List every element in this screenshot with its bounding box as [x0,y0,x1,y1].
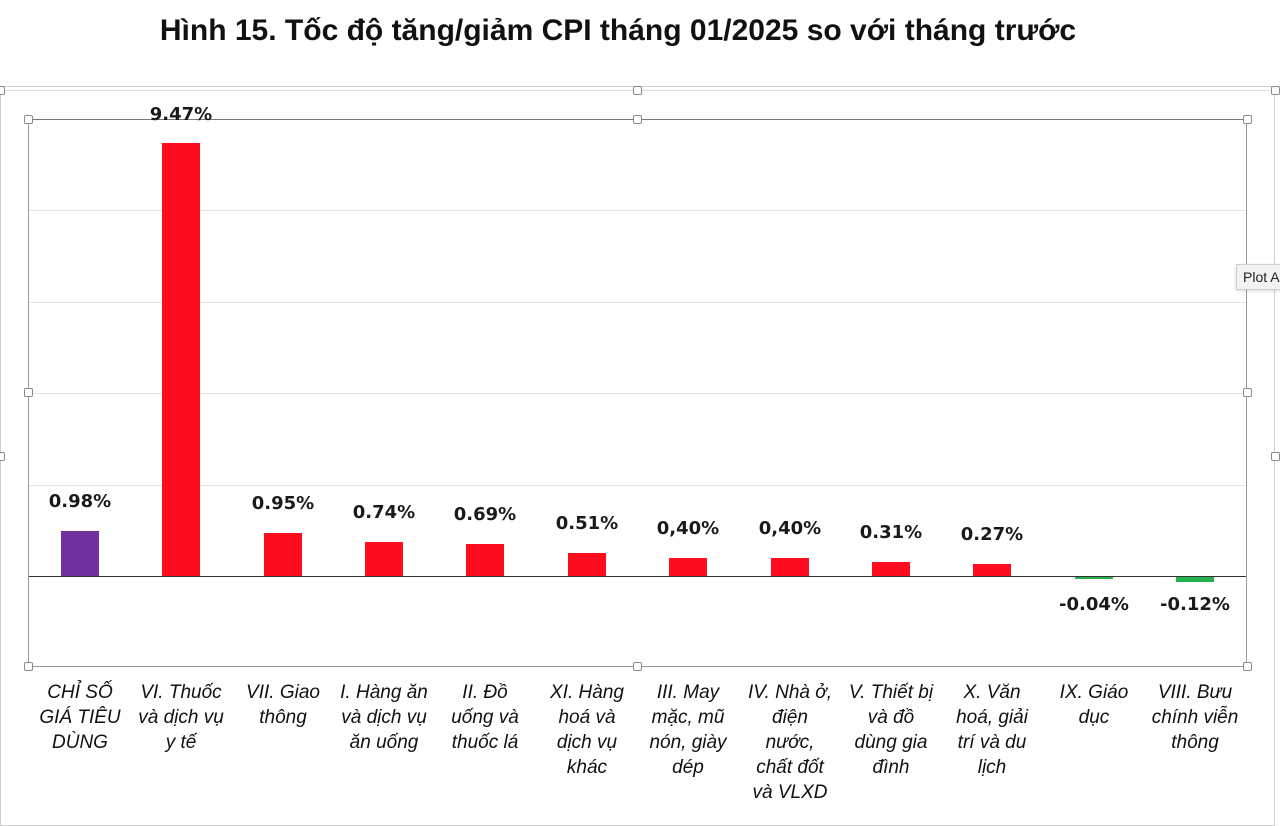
category-label: VI. Thuốc và dịch vụ y tế [138,682,224,753]
category-label: I. Hàng ăn và dịch vụ ăn uống [340,682,428,753]
data-label: 0.27% [960,524,1024,545]
plot-area-tooltip: Plot A [1236,264,1280,290]
plot-area-handle-middle-left[interactable] [24,388,33,397]
chart-area-handle-middle-left[interactable] [0,452,5,461]
bar[interactable] [162,143,200,576]
data-label: 9.47% [149,104,213,125]
category-label: V. Thiết bị và đồ dùng gia đình [848,682,934,778]
category-label: II. Đồ uống và thuốc lá [451,682,519,753]
plot-area-handle-top-right[interactable] [1243,115,1252,124]
category-label: CHỈ SỐ GIÁ TIÊU DÙNG [39,682,121,753]
zero-axis-line [29,576,1246,577]
data-label: 0.74% [352,502,416,523]
category-label: IV. Nhà ở, điện nước, chất đốt và VLXD [748,682,832,803]
bar[interactable] [872,562,910,576]
bar[interactable] [973,564,1011,576]
data-label: 0,40% [656,518,720,539]
category-label: III. May mặc, mũ nón, giày dép [649,682,727,778]
bar[interactable] [466,544,504,576]
data-label: -0.04% [1059,594,1129,615]
plot-area-handle-top-left[interactable] [24,115,33,124]
bar[interactable] [771,558,809,576]
data-label: 0.51% [555,513,619,534]
chart-area-handle-top-right[interactable] [1271,86,1280,95]
bar[interactable] [669,558,707,576]
chart-area-handle-top-left[interactable] [0,86,5,95]
gridline [29,210,1246,211]
plot-area-handle-middle-right[interactable] [1243,388,1252,397]
bar[interactable] [1176,577,1214,582]
category-label: X. Văn hoá, giải trí và du lịch [956,682,1028,778]
bar[interactable] [365,542,403,576]
plot-area-handle-bottom-middle[interactable] [633,662,642,671]
chart-area-handle-middle-right[interactable] [1271,452,1280,461]
plot-area-handle-bottom-left[interactable] [24,662,33,671]
plot-area-handle-bottom-right[interactable] [1243,662,1252,671]
data-label: 0.98% [48,491,112,512]
bar[interactable] [1075,577,1113,579]
data-label: 0.31% [859,522,923,543]
data-label: 0.69% [453,504,517,525]
data-label: 0,40% [758,518,822,539]
plot-area-handle-top-middle[interactable] [633,115,642,124]
category-label: VIII. Bưu chính viễn thông [1151,682,1239,753]
data-label: -0.12% [1160,594,1230,615]
bar[interactable] [264,533,302,576]
gridline [29,393,1246,394]
data-label: 0.95% [251,493,315,514]
bar[interactable] [61,531,99,576]
category-label: VII. Giao thông [246,682,320,728]
category-label: XI. Hàng hoá và dịch vụ khác [550,682,624,778]
gridline [29,302,1246,303]
category-label: IX. Giáo dục [1059,682,1129,728]
gridline [29,485,1246,486]
chart-area-handle-top-middle[interactable] [633,86,642,95]
bar[interactable] [568,553,606,576]
chart-title: Hình 15. Tốc độ tăng/giảm CPI tháng 01/2… [159,14,1077,47]
